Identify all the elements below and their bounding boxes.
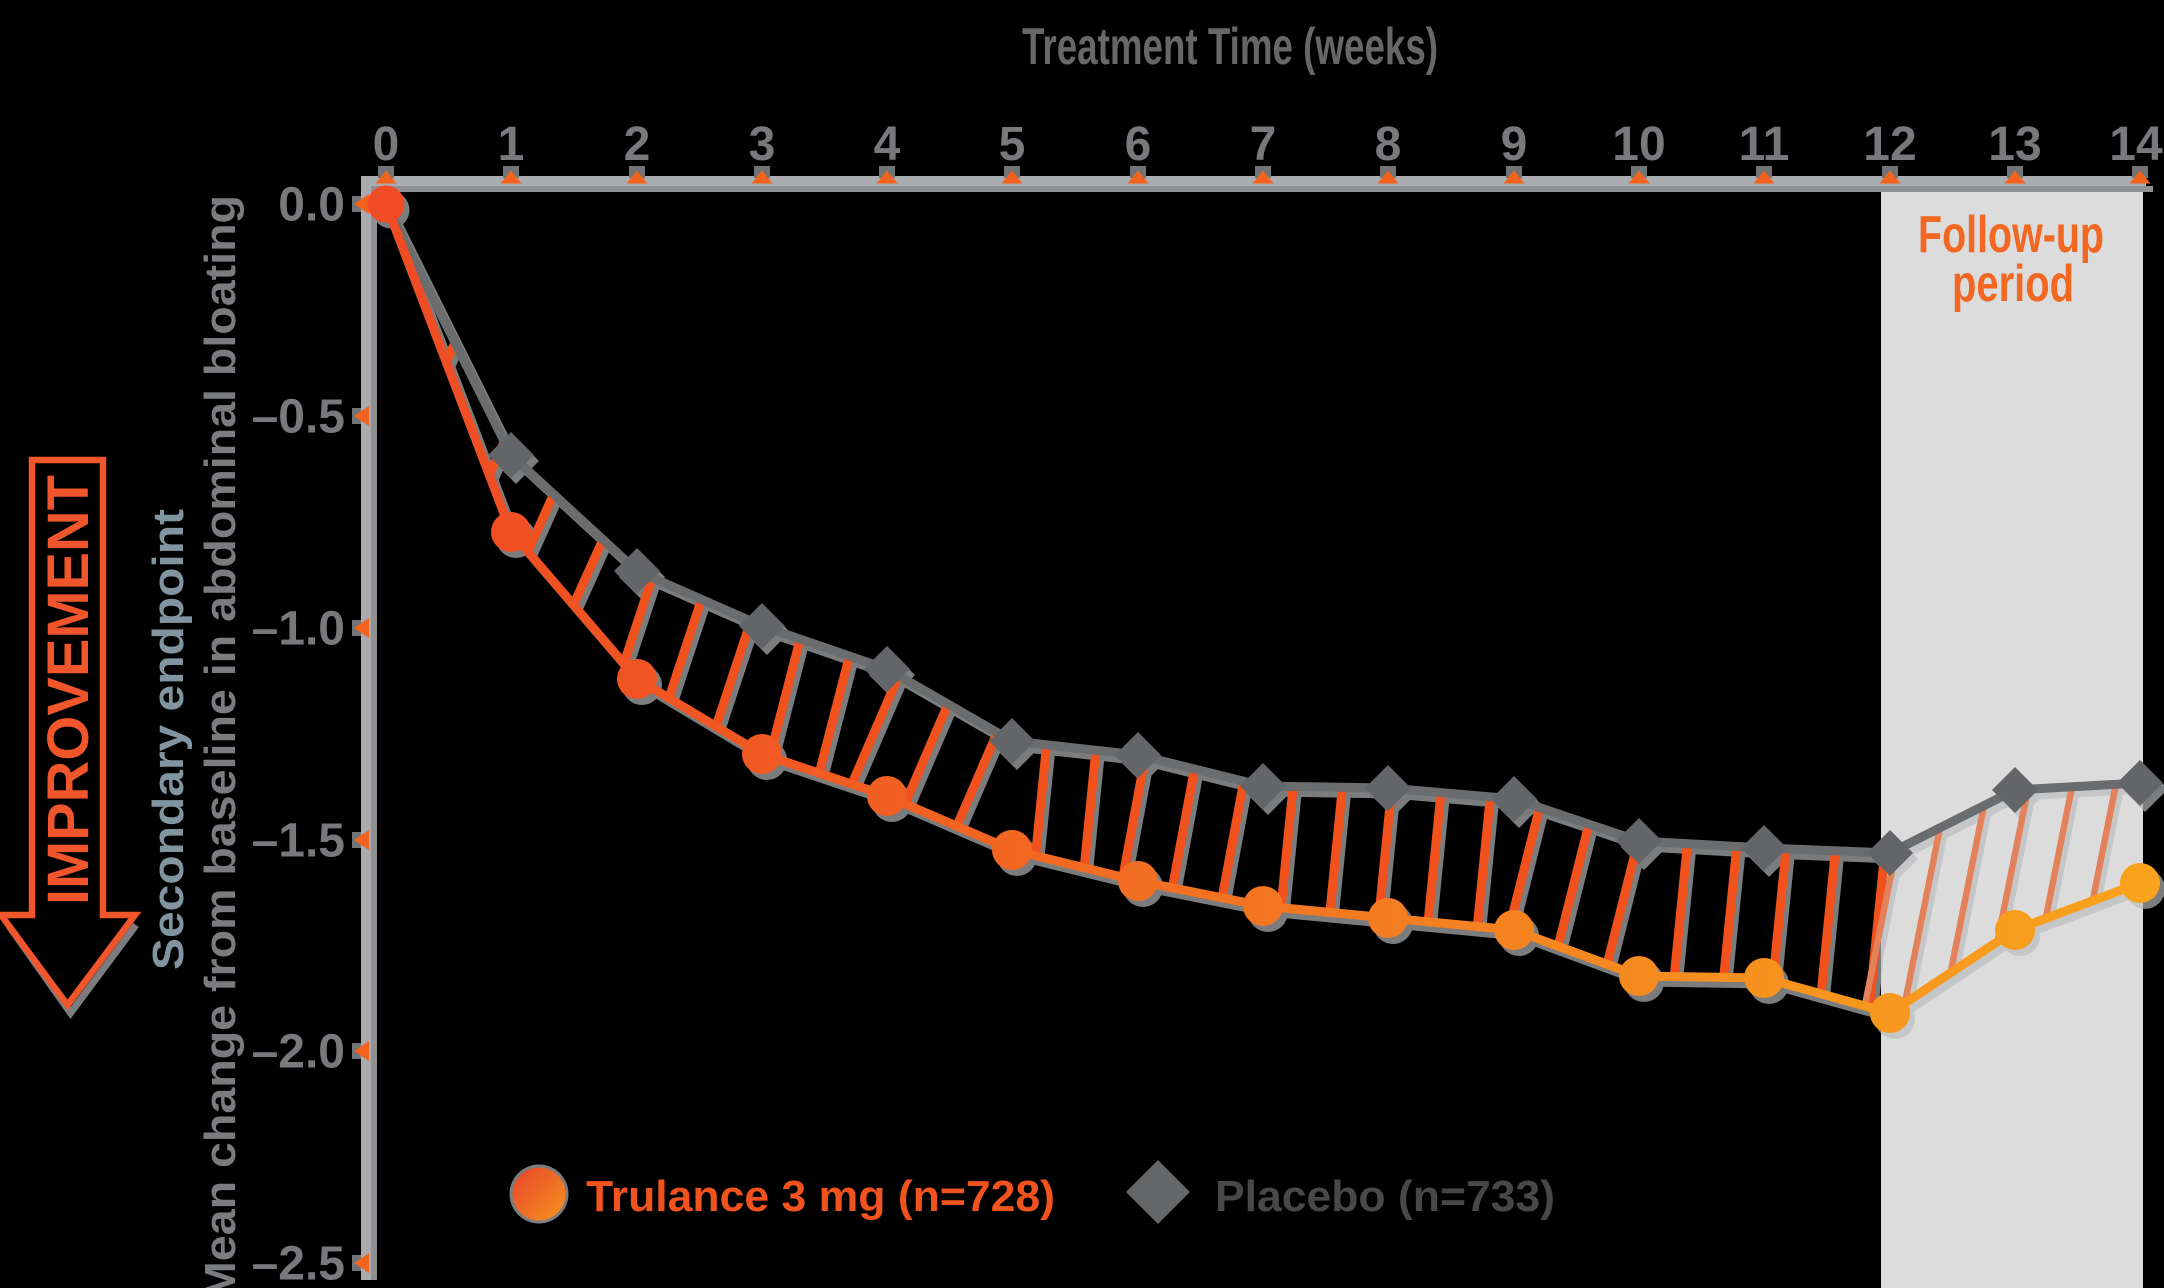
svg-text:9: 9 [1501,118,1528,171]
svg-text:Placebo (n=733): Placebo (n=733) [1215,1172,1555,1221]
svg-text:–1.5: –1.5 [252,815,345,868]
svg-text:0: 0 [373,118,400,171]
svg-text:0.0: 0.0 [278,179,345,232]
svg-text:Treatment Time (weeks): Treatment Time (weeks) [1022,18,1438,76]
svg-text:–2.0: –2.0 [252,1026,345,1079]
svg-text:1: 1 [498,118,525,171]
svg-text:7: 7 [1250,118,1277,171]
svg-text:8: 8 [1375,118,1402,171]
svg-text:10: 10 [1612,118,1665,171]
svg-text:3: 3 [749,118,776,171]
svg-text:5: 5 [999,118,1026,171]
svg-text:Trulance 3 mg (n=728): Trulance 3 mg (n=728) [586,1172,1055,1221]
svg-text:Follow-up: Follow-up [1918,206,2104,264]
svg-text:–2.5: –2.5 [252,1238,345,1288]
svg-text:Secondary endpoint: Secondary endpoint [144,509,193,970]
svg-text:14: 14 [2109,118,2163,171]
svg-text:period: period [1952,255,2074,313]
svg-text:4: 4 [874,118,901,171]
svg-text:11: 11 [1739,118,1790,171]
svg-text:6: 6 [1125,118,1152,171]
svg-text:13: 13 [1988,118,2041,171]
svg-text:2: 2 [624,118,651,171]
svg-text:–1.0: –1.0 [252,603,345,656]
svg-text:IMPROVEMENT: IMPROVEMENT [36,475,101,905]
svg-text:Mean change from baseline in a: Mean change from baseline in abdominal b… [196,195,245,1288]
svg-text:–0.5: –0.5 [252,391,345,444]
svg-text:12: 12 [1863,118,1916,171]
